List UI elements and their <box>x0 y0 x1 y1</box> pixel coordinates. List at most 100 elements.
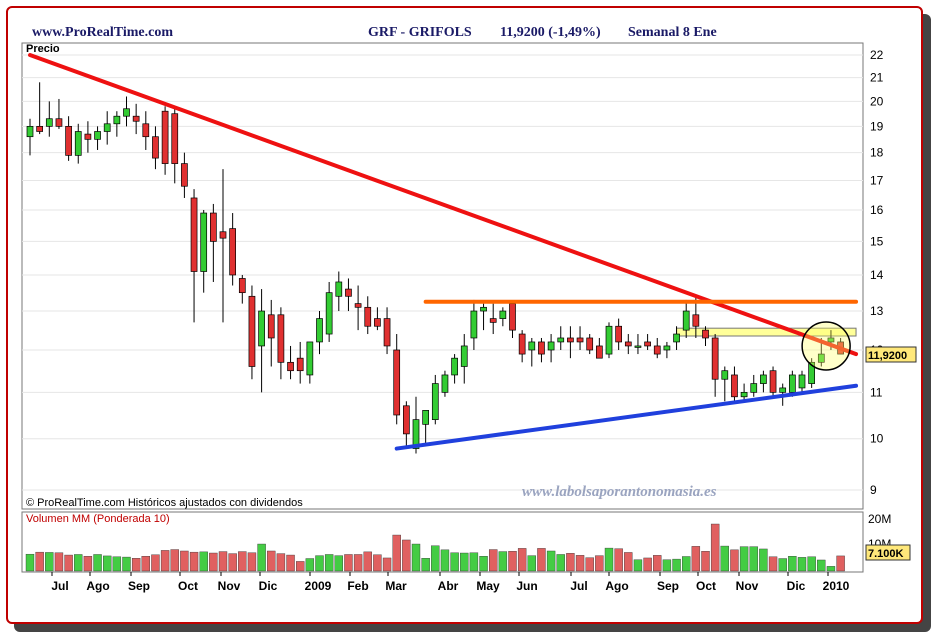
x-tick-label: Jul <box>570 579 587 593</box>
candle-body <box>615 325 623 343</box>
candle-down <box>576 326 584 350</box>
candle-body <box>364 306 372 327</box>
volume-bar <box>517 548 527 572</box>
candle-body <box>383 318 391 347</box>
candle-body <box>74 131 82 156</box>
volume-bar <box>160 550 170 572</box>
y-tick-label: 16 <box>870 203 884 217</box>
candle-up <box>740 383 748 402</box>
candle-body <box>489 318 497 323</box>
volume-bar <box>363 551 372 572</box>
candle-body <box>229 228 236 276</box>
volume-bar <box>382 557 392 572</box>
volume-bar <box>209 552 218 572</box>
candle-down <box>219 169 227 323</box>
candle-up <box>721 366 729 402</box>
candle-up <box>480 303 487 331</box>
volume-bar <box>141 556 151 572</box>
candle-body <box>711 337 719 380</box>
volume-bar <box>189 551 199 572</box>
downtrend-line <box>28 53 859 357</box>
candle-down <box>161 106 169 175</box>
candle-body <box>55 118 63 127</box>
volume-bar <box>817 559 826 572</box>
volume-bar <box>93 554 102 572</box>
volume-bar <box>498 551 508 572</box>
volume-bar <box>759 548 768 572</box>
candle-body <box>451 357 458 376</box>
x-tick-label: Jul <box>51 579 68 593</box>
candle-up <box>26 118 34 156</box>
candle-body <box>518 333 526 355</box>
highlight-circle <box>801 321 851 371</box>
candle-body <box>760 374 767 384</box>
candle-down <box>345 278 352 312</box>
x-tick-label: Ago <box>86 579 109 593</box>
candle-body <box>132 115 140 122</box>
y-tick-label: 10 <box>870 432 884 446</box>
candle-down <box>393 334 401 425</box>
candle-down <box>210 203 217 282</box>
volume-bar <box>440 549 450 572</box>
candle-down <box>731 366 738 402</box>
candle-body <box>750 383 758 393</box>
volume-bar <box>296 561 305 572</box>
x-tick-label: May <box>476 579 500 593</box>
candle-down <box>644 334 651 350</box>
volume-bar <box>527 555 536 572</box>
candle-body <box>673 333 680 343</box>
candle-down <box>653 337 661 359</box>
volume-bar <box>286 554 295 572</box>
candle-up <box>123 96 130 127</box>
candle-down <box>769 366 777 397</box>
volume-bar <box>739 546 749 572</box>
candle-down <box>711 334 719 397</box>
candle-up <box>325 281 333 342</box>
volume-bar <box>691 546 701 572</box>
candle-down <box>615 318 623 350</box>
volume-bar <box>353 554 363 572</box>
candle-down <box>586 334 594 355</box>
candle-body <box>103 123 111 132</box>
volume-bar <box>218 551 228 572</box>
candle-up <box>441 370 449 397</box>
x-tick-label: Dic <box>787 579 806 593</box>
volume-bar <box>199 551 208 572</box>
volume-bar <box>334 555 343 572</box>
volume-bar <box>730 549 739 572</box>
y-tick-label: 19 <box>870 119 884 133</box>
volume-bar <box>450 552 459 572</box>
candle-up <box>422 410 429 444</box>
candle-down <box>595 337 603 359</box>
candle-body <box>528 341 536 351</box>
volume-bar <box>45 552 54 572</box>
volume-bar <box>604 547 614 572</box>
volume-bar <box>305 558 315 572</box>
candle-body <box>45 118 53 127</box>
price-change: 11,9200 (-1,49%) <box>500 25 601 40</box>
volume-bar <box>710 523 720 572</box>
candle-body <box>219 231 227 239</box>
candle-body <box>152 136 159 159</box>
candle-body <box>393 349 401 416</box>
price-panel-label: Precio <box>26 43 60 55</box>
candle-body <box>480 306 487 312</box>
candle-up <box>470 299 478 350</box>
volume-bar <box>614 548 623 572</box>
candle-body <box>567 337 574 343</box>
volume-bar <box>228 553 237 572</box>
candle-down <box>624 334 632 355</box>
candle-down <box>181 152 188 198</box>
y-tick-label: 9 <box>870 483 877 497</box>
candle-body <box>335 281 343 297</box>
candle-up <box>74 123 82 164</box>
x-tick-label: Feb <box>347 579 368 593</box>
y-tick-label: 18 <box>870 146 884 160</box>
volume-bar <box>112 556 122 572</box>
candle-body <box>190 197 198 272</box>
candle-up <box>760 370 767 393</box>
candle-body <box>470 310 478 339</box>
candle-up <box>634 334 642 355</box>
candle-down <box>132 103 140 135</box>
candle-up <box>788 370 796 397</box>
